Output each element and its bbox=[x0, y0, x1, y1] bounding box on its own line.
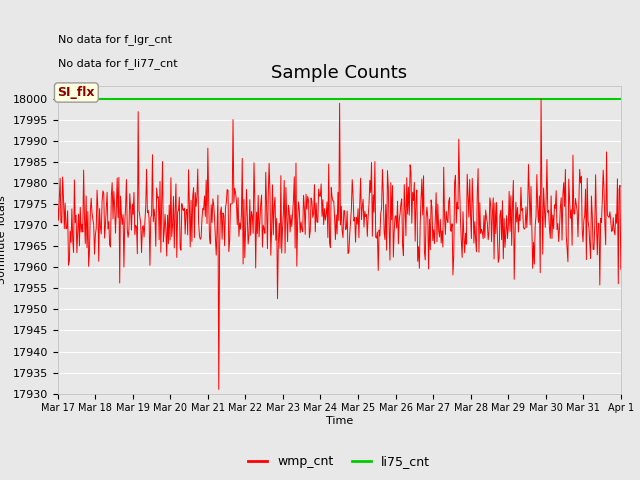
Text: No data for f_lgr_cnt: No data for f_lgr_cnt bbox=[58, 34, 172, 45]
Title: Sample Counts: Sample Counts bbox=[271, 64, 407, 82]
X-axis label: Time: Time bbox=[326, 416, 353, 426]
Text: No data for f_li77_cnt: No data for f_li77_cnt bbox=[58, 58, 177, 69]
Legend: wmp_cnt, li75_cnt: wmp_cnt, li75_cnt bbox=[243, 450, 435, 473]
Text: SI_flx: SI_flx bbox=[58, 86, 95, 99]
Y-axis label: 30minute Totals: 30minute Totals bbox=[0, 196, 7, 284]
